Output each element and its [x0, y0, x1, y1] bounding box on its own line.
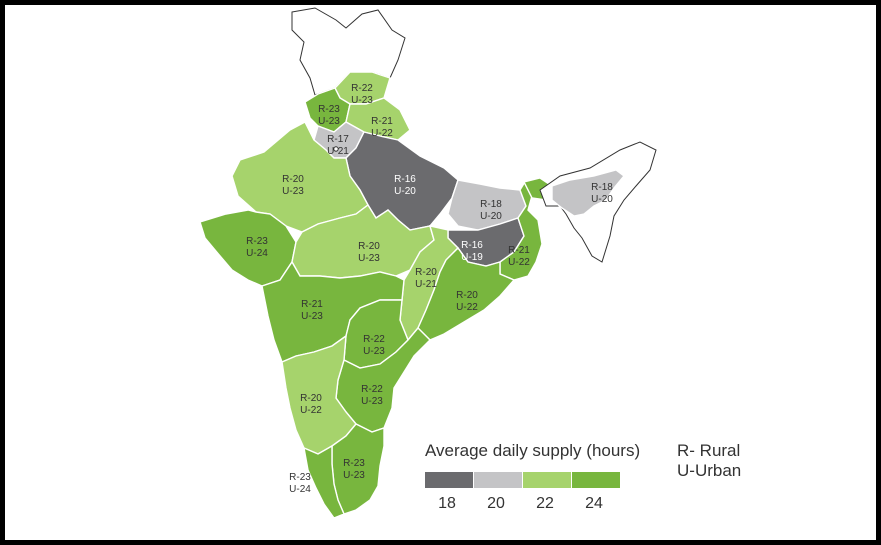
label-bihar-urban: U-20: [480, 211, 502, 222]
label-jharkhand-urban: U-19: [461, 252, 483, 263]
label-tamil-nadu-urban: U-23: [343, 470, 365, 481]
label-chhattisgarh-urban: U-21: [415, 279, 437, 290]
label-telangana-urban: U-23: [363, 346, 385, 357]
label-jharkhand-rural: R-16: [461, 240, 483, 251]
key-urban: U-Urban: [677, 461, 742, 480]
label-odisha-urban: U-22: [456, 302, 478, 313]
label-chhattisgarh-rural: R-20: [415, 267, 437, 278]
legend-swatch-20: [474, 472, 522, 488]
legend-swatch-24: [572, 472, 620, 488]
region-kerala: [303, 444, 345, 519]
label-haryana-urban: U-21: [327, 146, 349, 157]
label-gujarat-urban: U-24: [246, 248, 268, 259]
label-odisha-rural: R-20: [456, 290, 478, 301]
map-frame: R-22 U-23 R-23 U-23 R-21 U-22 R-17 U-21 R-16 U-20…: [5, 5, 876, 540]
label-punjab-urban: U-23: [318, 116, 340, 127]
label-karnataka-rural: R-20: [300, 393, 322, 404]
legend-swatch-22: [523, 472, 571, 488]
legend-swatch-18: [425, 472, 473, 488]
key-rural: R- Rural: [677, 441, 741, 460]
label-bihar-rural: R-18: [480, 199, 502, 210]
label-maharashtra-rural: R-21: [301, 299, 323, 310]
label-uttar-pradesh-urban: U-20: [394, 186, 416, 197]
label-telangana-rural: R-22: [363, 334, 385, 345]
label-punjab-rural: R-23: [318, 104, 340, 115]
legend-tick-18: 18: [438, 495, 456, 512]
label-uttarakhand-urban: U-22: [371, 128, 393, 139]
label-kerala-rural: R-23: [289, 472, 311, 483]
label-himachal-rural: R-22: [351, 83, 373, 94]
label-madhya-pradesh-urban: U-23: [358, 253, 380, 264]
label-haryana-rural: R-17: [327, 134, 349, 145]
india-map: R-22U-23R-23U-23 R-21U-22R-17U-21R-16U-20…: [199, 7, 657, 519]
label-kerala-urban: U-24: [289, 484, 311, 495]
label-gujarat-rural: R-23: [246, 236, 268, 247]
label-madhya-pradesh-rural: R-20: [358, 241, 380, 252]
label-west-bengal-urban: U-22: [508, 257, 530, 268]
region-karnataka: [281, 334, 357, 455]
label-uttarakhand-rural: R-21: [371, 116, 393, 127]
label-karnataka-urban: U-22: [300, 405, 322, 416]
label-himachal-urban: U-23: [351, 95, 373, 106]
legend-tick-20: 20: [487, 495, 505, 512]
delhi-marker: [333, 146, 339, 152]
label-rajasthan-rural: R-20: [282, 174, 304, 185]
region-assam: [551, 169, 626, 217]
legend-title: Average daily supply (hours): [425, 441, 641, 460]
legend-tick-22: 22: [536, 495, 554, 512]
label-assam-rural: R-18: [591, 182, 613, 193]
key-box: R- Rural U-Urban: [677, 441, 741, 481]
label-assam-urban: U-20: [591, 194, 613, 205]
legend-bar: [425, 472, 621, 488]
label-west-bengal-rural: R-21: [508, 245, 530, 256]
region-odisha: [417, 246, 516, 341]
legend-tick-24: 24: [585, 495, 603, 512]
region-west-bengal: [499, 178, 543, 281]
label-andhra-pradesh-rural: R-22: [361, 384, 383, 395]
label-maharashtra-urban: U-23: [301, 311, 323, 322]
label-andhra-pradesh-urban: U-23: [361, 396, 383, 407]
label-tamil-nadu-rural: R-23: [343, 458, 365, 469]
label-rajasthan-urban: U-23: [282, 186, 304, 197]
label-uttar-pradesh-rural: R-16: [394, 174, 416, 185]
